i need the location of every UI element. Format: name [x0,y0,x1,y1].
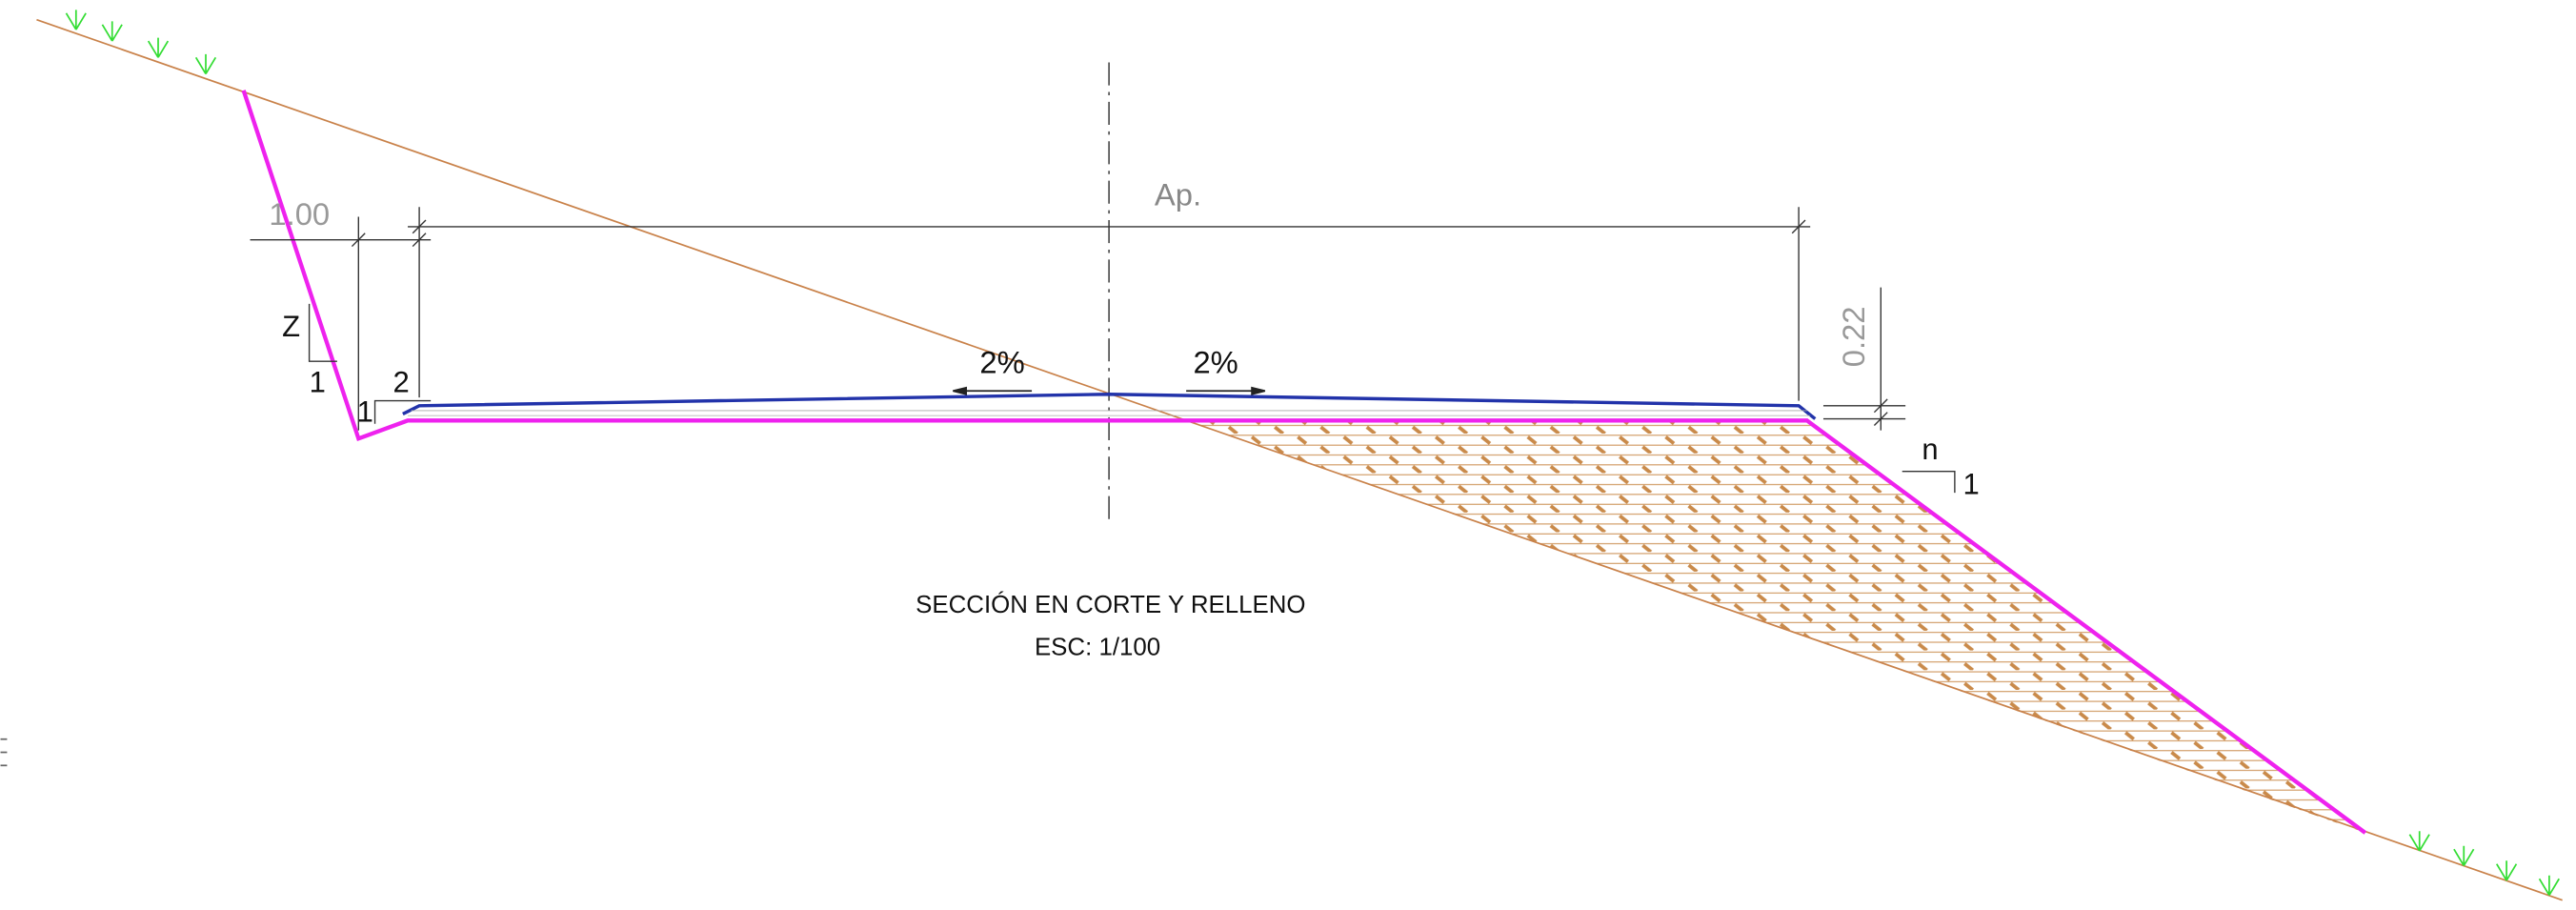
crossfall-right: 2% [1193,344,1238,379]
edge-marker [0,738,8,767]
cut-slope-rise: Z [282,310,300,343]
dimension-lines [250,207,1956,494]
pavement [402,392,1817,420]
ditch-slope-rise: 1 [357,395,373,429]
pavement-layers [408,410,1811,416]
fill-slope-run: n [1922,433,1938,466]
caption-scale: ESC: 1/100 [1035,635,1160,661]
grass [65,10,2560,896]
fill-slope-rise: 1 [1962,467,1979,500]
ground-line [36,18,2563,901]
ditch-slope-run: 2 [393,366,410,399]
crossfall-arrows [953,386,1266,395]
ditch-width: 1.00 [269,196,330,232]
subgrade-profile [241,90,2367,835]
caption-title: SECCIÓN EN CORTE Y RELLENO [916,591,1305,618]
crossfall-left: 2% [979,344,1024,379]
pavement-width: Ap. [1155,177,1201,212]
cut-slope-run: 1 [310,366,326,399]
layer-thickness: 0.22 [1836,307,1871,368]
